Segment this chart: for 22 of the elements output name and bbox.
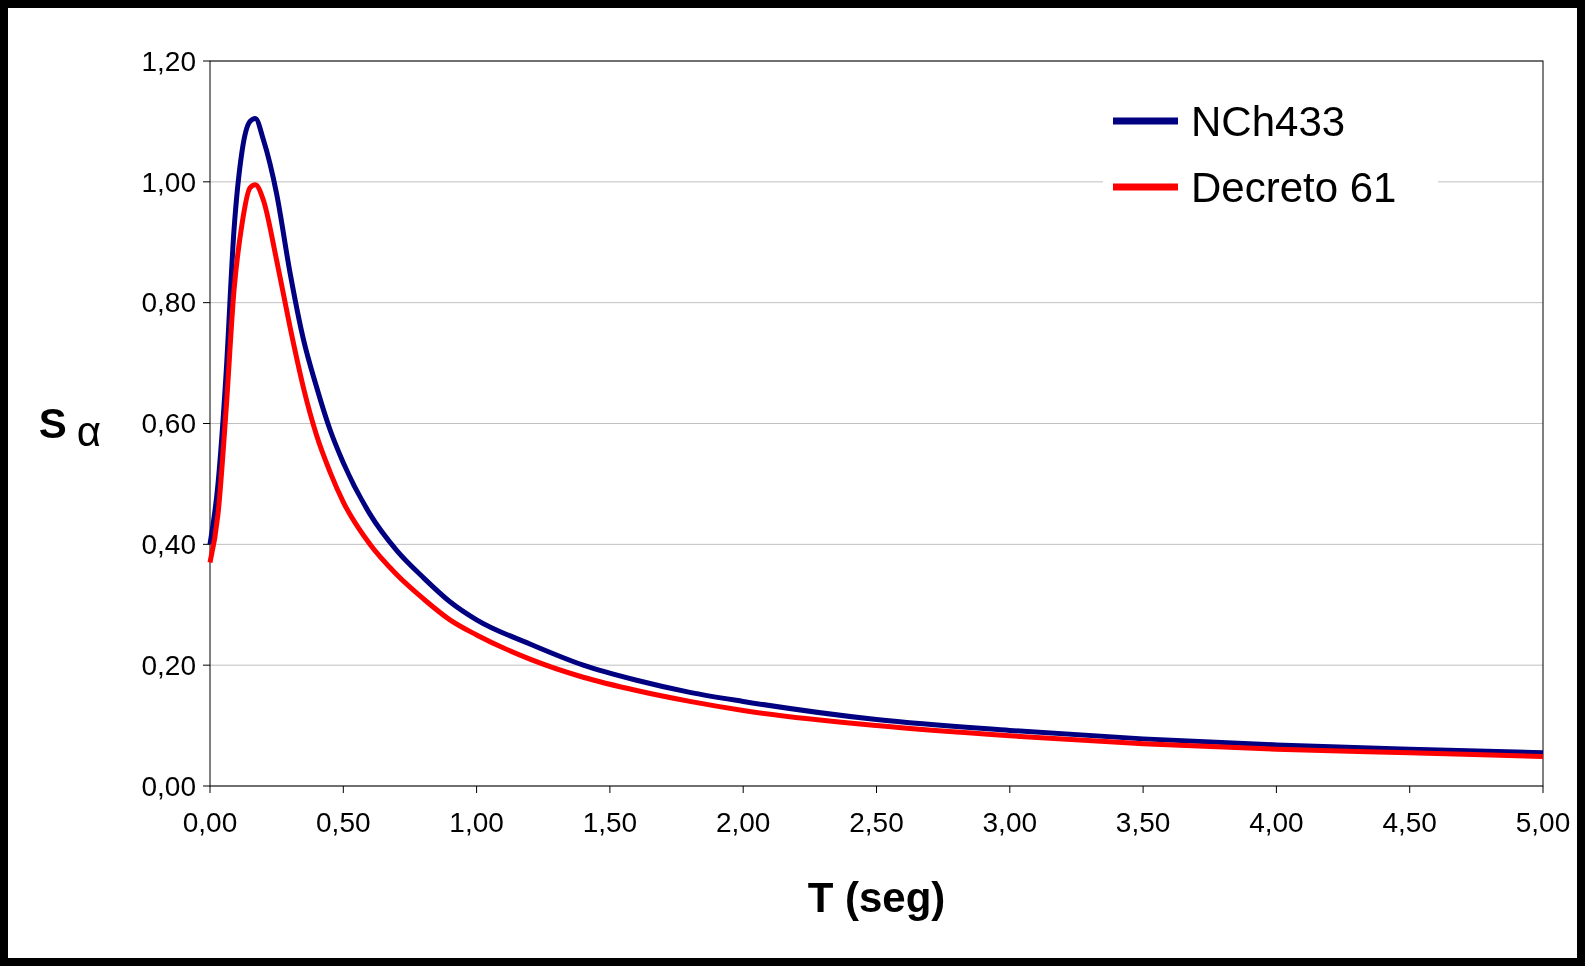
y-tick-label: 0,80 <box>141 287 196 319</box>
x-tick-label: 4,50 <box>1382 807 1437 838</box>
x-tick-label: 4,00 <box>1249 807 1304 838</box>
x-tick-label: 2,50 <box>849 807 904 838</box>
x-tick-label: 2,00 <box>715 807 771 838</box>
x-tick-label: 3,00 <box>982 807 1038 838</box>
legend-label: NCh433 <box>1191 97 1346 145</box>
x-tick-label: 0,50 <box>316 807 371 838</box>
y-tick-label: 1,20 <box>141 45 196 77</box>
y-tick-label: 1,00 <box>141 166 196 198</box>
x-tick-label: 3,50 <box>1115 807 1171 838</box>
legend-label: Decreto 61 <box>1191 163 1397 211</box>
y-tick-label: 0,20 <box>141 649 196 681</box>
x-tick-label: 5,00 <box>1515 807 1571 838</box>
y-tick-label: 0,60 <box>141 408 196 440</box>
y-tick-label: 0,00 <box>141 770 196 802</box>
x-tick-label: 0,00 <box>182 807 238 838</box>
x-tick-label: 1,00 <box>449 807 504 838</box>
y-axis-title: S α <box>38 400 102 456</box>
x-axis-title: T (seg) <box>807 874 946 921</box>
y-tick-label: 0,40 <box>141 529 196 561</box>
x-tick-label: 1,50 <box>582 807 638 838</box>
